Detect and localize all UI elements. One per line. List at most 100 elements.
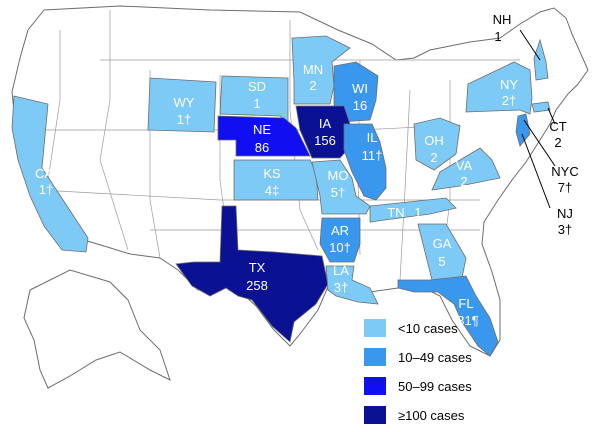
state-abbr-la: LA: [333, 263, 349, 278]
state-shape-ar: [319, 217, 361, 263]
state-shape-tn: [369, 197, 457, 223]
state-label-tx: TX 258: [246, 260, 268, 293]
state-label-wi: WI 16: [352, 81, 368, 113]
state-abbr-sd: SD: [248, 79, 266, 94]
state-label-il: IL 11†: [362, 130, 383, 163]
state-abbr-nyc: NYC: [551, 164, 578, 179]
state-abbr-tx: TX: [249, 260, 266, 275]
state-shape-oh: [413, 117, 461, 171]
state-abbr-nj: NJ: [557, 206, 573, 221]
state-label-mo: MO 5†: [328, 168, 349, 200]
legend-item: 10–49 cases: [364, 345, 544, 369]
state-shape-il: [343, 123, 387, 201]
state-shape-tx: [175, 205, 329, 343]
state-cases-ar: 10†: [329, 240, 351, 255]
legend-label: <10 cases: [398, 320, 458, 336]
state-label-ny: NY 2†: [500, 77, 518, 108]
state-abbr-ny: NY: [500, 77, 518, 92]
state-shape-nh: [533, 38, 549, 81]
state-abbr-wi: WI: [352, 81, 368, 96]
leader-nyc: [523, 119, 556, 167]
state-shape-ca: [11, 95, 89, 253]
state-shape-ga: [417, 223, 467, 281]
leader-nj: [521, 133, 551, 209]
state-cases-mn: 2: [309, 78, 316, 93]
state-abbr-nh: NH: [493, 12, 512, 27]
state-abbr-ca: CA: [35, 166, 53, 181]
state-abbr-fl: FL: [458, 296, 473, 311]
state-label-mn: MN 2: [303, 62, 323, 93]
state-label-oh: OH 2: [424, 133, 444, 165]
state-label-sd: SD 1: [248, 79, 266, 111]
state-label-ca: CA 1†: [35, 166, 53, 197]
legend-swatch-100plus: [364, 406, 386, 424]
state-abbr-wy: WY: [174, 95, 195, 110]
state-cases-va: 2: [460, 174, 467, 189]
state-abbr-ga: GA: [433, 236, 452, 251]
state-cases-sd: 1: [253, 96, 260, 111]
state-abbr-va: VA: [456, 158, 473, 173]
state-label-va: VA 2: [456, 158, 473, 189]
state-label-ks: KS 4‡: [263, 166, 281, 198]
state-abbr-ar: AR: [331, 223, 349, 238]
state-label-nyc: NYC 7†: [551, 164, 578, 195]
state-label-la: LA 3†: [333, 263, 349, 295]
state-label-tn: TN 1: [387, 205, 421, 220]
state-label-nh: NH 1: [493, 12, 512, 44]
leader-ct: [547, 107, 556, 125]
state-shape-wy: [147, 77, 217, 133]
state-cases-ga: 5: [438, 254, 445, 269]
state-shape-va: [431, 147, 501, 191]
state-cases-wi: 16: [353, 98, 367, 113]
legend-label: 50–99 cases: [398, 378, 472, 394]
state-shape-fl: [397, 275, 499, 357]
state-cases-ne: 86: [255, 140, 269, 155]
state-abbr-mn: MN: [303, 62, 323, 77]
state-label-wy: WY 1†: [174, 95, 195, 127]
state-label-nj: NJ 3†: [557, 206, 573, 237]
state-shape-nj: [515, 113, 531, 147]
state-abbr-ne: NE: [253, 122, 271, 137]
state-shape-ct: [531, 101, 551, 113]
state-abbr-ks: KS: [263, 166, 281, 181]
state-label-ar: AR 10†: [329, 223, 351, 255]
state-abbr-tn: TN: [387, 205, 404, 220]
state-cases-oh: 2: [430, 150, 437, 165]
state-cases-il: 11†: [362, 148, 383, 163]
state-abbr-il: IL: [367, 130, 378, 145]
state-cases-mo: 5†: [331, 185, 345, 200]
legend-label: 10–49 cases: [398, 349, 472, 365]
map-legend: <10 cases 10–49 cases 50–99 cases ≥100 c…: [364, 316, 544, 432]
state-abbr-oh: OH: [424, 133, 444, 148]
state-cases-tx: 258: [246, 278, 268, 293]
state-label-ct: CT 2: [549, 119, 566, 150]
state-abbr-ct: CT: [549, 119, 566, 134]
state-abbr-ia: IA: [319, 116, 332, 131]
state-cases-nj: 3†: [558, 222, 572, 237]
state-cases-nh: 1: [494, 29, 501, 44]
state-shape-ny: [465, 61, 533, 115]
legend-item: ≥100 cases: [364, 403, 544, 427]
state-cases-ca: 1†: [39, 182, 53, 197]
state-cases-nyc: 7†: [558, 180, 572, 195]
state-cases-ny: 2†: [502, 93, 516, 108]
state-cases-ia: 156: [314, 133, 336, 148]
state-label-ne: NE 86: [253, 122, 271, 155]
state-label-ia: IA 156: [314, 116, 336, 148]
state-shape-la: [325, 265, 379, 305]
legend-item: 50–99 cases: [364, 374, 544, 398]
state-label-ga: GA 5: [433, 236, 452, 269]
state-cases-fl: 31¶: [457, 313, 478, 328]
legend-swatch-lt10: [364, 319, 386, 337]
us-map: CA 1† WY 1† SD 1 MN 2 WI 16 NE 86 IA 156…: [11, 5, 589, 389]
legend-item: <10 cases: [364, 316, 544, 340]
state-cases-wy: 1†: [177, 112, 191, 127]
state-cases-ct: 2: [554, 135, 561, 150]
legend-swatch-50-99: [364, 377, 386, 395]
state-shape-ne: [217, 115, 311, 157]
state-cases-la: 3†: [334, 280, 348, 295]
state-cases-ks: 4‡: [265, 183, 279, 198]
alaska-shape: [23, 269, 171, 389]
legend-swatch-10-49: [364, 348, 386, 366]
state-abbr-mo: MO: [328, 168, 349, 183]
